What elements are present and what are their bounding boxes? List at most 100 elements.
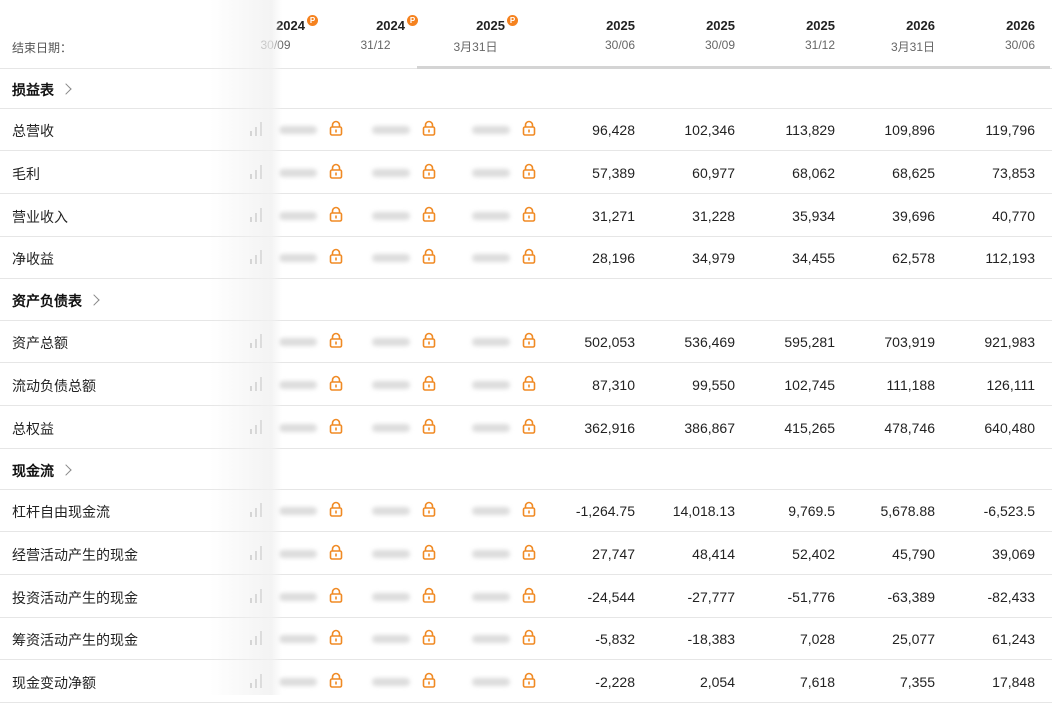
lock-icon[interactable] bbox=[328, 501, 344, 517]
lock-icon[interactable] bbox=[421, 629, 437, 645]
locked-value-cell[interactable] bbox=[372, 501, 442, 521]
chevron-right-icon[interactable] bbox=[60, 83, 72, 95]
header-scroll-indicator[interactable] bbox=[417, 66, 1050, 69]
lock-icon[interactable] bbox=[421, 587, 437, 603]
chevron-right-icon[interactable] bbox=[88, 294, 100, 306]
section-title[interactable]: 损益表 bbox=[12, 80, 72, 100]
lock-icon[interactable] bbox=[521, 332, 537, 348]
lock-icon[interactable] bbox=[328, 332, 344, 348]
locked-value-cell[interactable] bbox=[472, 375, 542, 395]
lock-icon[interactable] bbox=[521, 418, 537, 434]
lock-icon[interactable] bbox=[521, 375, 537, 391]
lock-icon[interactable] bbox=[521, 629, 537, 645]
section-header-row[interactable]: 资产负债表 bbox=[0, 279, 1052, 321]
lock-icon[interactable] bbox=[421, 120, 437, 136]
locked-value-cell[interactable] bbox=[279, 206, 349, 226]
bar-chart-icon[interactable] bbox=[248, 377, 264, 391]
column-header[interactable]: 2025 30/09 bbox=[635, 18, 735, 52]
bar-chart-icon[interactable] bbox=[248, 420, 264, 434]
locked-value-cell[interactable] bbox=[372, 332, 442, 352]
lock-icon[interactable] bbox=[421, 501, 437, 517]
lock-icon[interactable] bbox=[521, 544, 537, 560]
locked-value-cell[interactable] bbox=[472, 587, 542, 607]
locked-value-cell[interactable] bbox=[279, 587, 349, 607]
locked-value-cell[interactable] bbox=[279, 544, 349, 564]
locked-value-cell[interactable] bbox=[372, 163, 442, 183]
locked-value-cell[interactable] bbox=[472, 629, 542, 649]
column-header[interactable]: 2025 30/06 bbox=[535, 18, 635, 52]
locked-value-cell[interactable] bbox=[279, 672, 349, 692]
locked-value-cell[interactable] bbox=[472, 248, 542, 268]
section-header-row[interactable]: 现金流 bbox=[0, 449, 1052, 490]
lock-icon[interactable] bbox=[328, 544, 344, 560]
locked-value-cell[interactable] bbox=[472, 163, 542, 183]
lock-icon[interactable] bbox=[521, 501, 537, 517]
locked-value-cell[interactable] bbox=[472, 672, 542, 692]
column-header[interactable]: 2024 P 31/12 bbox=[318, 15, 418, 52]
lock-icon[interactable] bbox=[328, 163, 344, 179]
lock-icon[interactable] bbox=[328, 206, 344, 222]
lock-icon[interactable] bbox=[521, 672, 537, 688]
locked-value-cell[interactable] bbox=[472, 332, 542, 352]
locked-value-cell[interactable] bbox=[279, 248, 349, 268]
locked-value-cell[interactable] bbox=[472, 206, 542, 226]
locked-value-cell[interactable] bbox=[279, 418, 349, 438]
lock-icon[interactable] bbox=[328, 587, 344, 603]
locked-value-cell[interactable] bbox=[372, 544, 442, 564]
locked-value-cell[interactable] bbox=[279, 629, 349, 649]
locked-value-cell[interactable] bbox=[279, 501, 349, 521]
locked-value-cell[interactable] bbox=[279, 332, 349, 352]
locked-value-cell[interactable] bbox=[472, 501, 542, 521]
lock-icon[interactable] bbox=[328, 672, 344, 688]
lock-icon[interactable] bbox=[328, 375, 344, 391]
column-header[interactable]: 2025 P 3月31日 bbox=[418, 15, 518, 55]
bar-chart-icon[interactable] bbox=[248, 631, 264, 645]
locked-value-cell[interactable] bbox=[372, 248, 442, 268]
locked-value-cell[interactable] bbox=[279, 375, 349, 395]
column-header[interactable]: 2024 P 30/09 bbox=[218, 15, 318, 52]
bar-chart-icon[interactable] bbox=[248, 546, 264, 560]
column-header[interactable]: 2026 30/06 bbox=[935, 18, 1035, 52]
bar-chart-icon[interactable] bbox=[248, 122, 264, 136]
locked-value-cell[interactable] bbox=[472, 544, 542, 564]
lock-icon[interactable] bbox=[521, 120, 537, 136]
locked-value-cell[interactable] bbox=[372, 206, 442, 226]
column-header[interactable]: 2025 31/12 bbox=[735, 18, 835, 52]
locked-value-cell[interactable] bbox=[372, 375, 442, 395]
locked-value-cell[interactable] bbox=[372, 418, 442, 438]
lock-icon[interactable] bbox=[421, 544, 437, 560]
lock-icon[interactable] bbox=[328, 120, 344, 136]
bar-chart-icon[interactable] bbox=[248, 589, 264, 603]
lock-icon[interactable] bbox=[421, 672, 437, 688]
section-title[interactable]: 现金流 bbox=[12, 461, 72, 481]
locked-value-cell[interactable] bbox=[472, 418, 542, 438]
locked-value-cell[interactable] bbox=[372, 629, 442, 649]
locked-value-cell[interactable] bbox=[472, 120, 542, 140]
section-title[interactable]: 资产负债表 bbox=[12, 291, 100, 311]
lock-icon[interactable] bbox=[328, 629, 344, 645]
section-header-row[interactable]: 损益表 bbox=[0, 68, 1052, 109]
locked-value-cell[interactable] bbox=[372, 672, 442, 692]
lock-icon[interactable] bbox=[421, 163, 437, 179]
bar-chart-icon[interactable] bbox=[248, 165, 264, 179]
lock-icon[interactable] bbox=[421, 206, 437, 222]
lock-icon[interactable] bbox=[521, 248, 537, 264]
column-header[interactable]: 2026 3月31日 bbox=[835, 18, 935, 55]
lock-icon[interactable] bbox=[521, 587, 537, 603]
lock-icon[interactable] bbox=[521, 163, 537, 179]
lock-icon[interactable] bbox=[521, 206, 537, 222]
lock-icon[interactable] bbox=[421, 248, 437, 264]
bar-chart-icon[interactable] bbox=[248, 334, 264, 348]
bar-chart-icon[interactable] bbox=[248, 250, 264, 264]
lock-icon[interactable] bbox=[328, 418, 344, 434]
lock-icon[interactable] bbox=[421, 418, 437, 434]
bar-chart-icon[interactable] bbox=[248, 208, 264, 222]
lock-icon[interactable] bbox=[328, 248, 344, 264]
lock-icon[interactable] bbox=[421, 375, 437, 391]
lock-icon[interactable] bbox=[421, 332, 437, 348]
bar-chart-icon[interactable] bbox=[248, 674, 264, 688]
locked-value-cell[interactable] bbox=[372, 120, 442, 140]
locked-value-cell[interactable] bbox=[279, 120, 349, 140]
bar-chart-icon[interactable] bbox=[248, 503, 264, 517]
chevron-right-icon[interactable] bbox=[60, 464, 72, 476]
